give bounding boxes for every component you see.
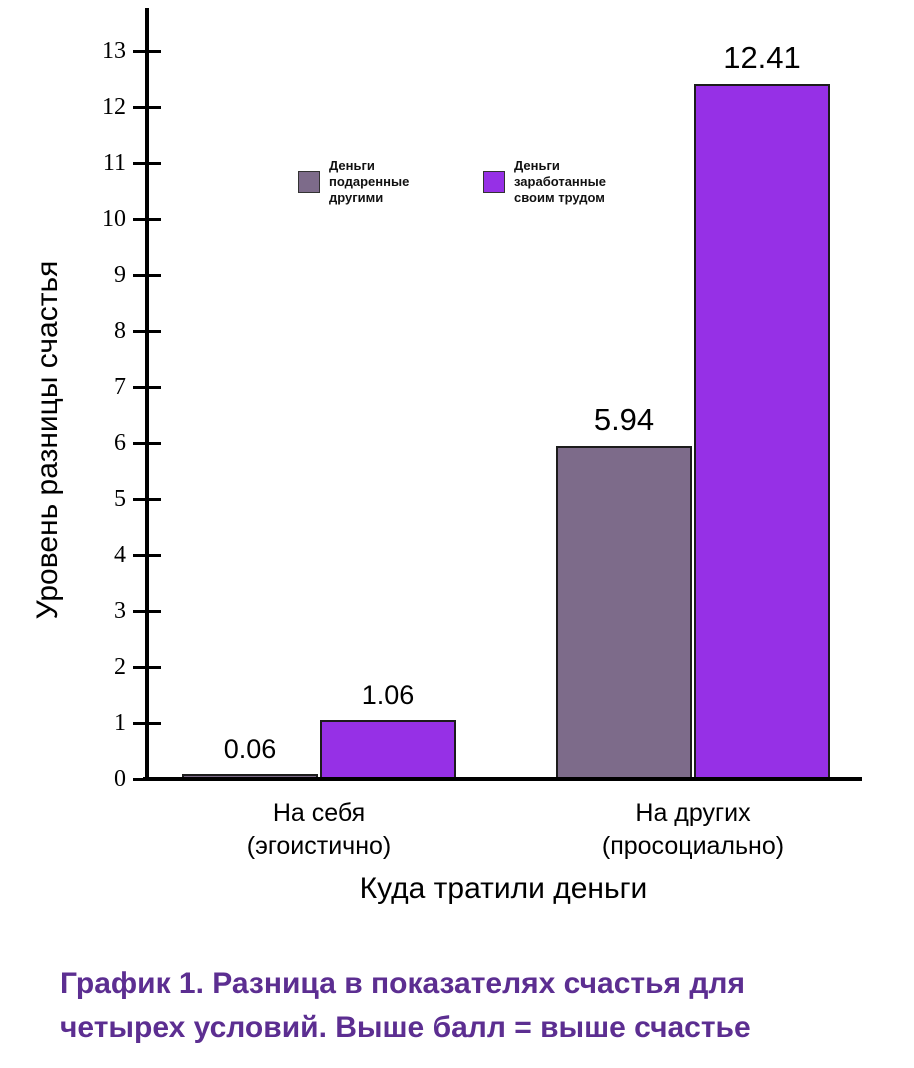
legend-label-earned-money: Деньги заработанные своим трудом — [514, 158, 606, 205]
y-tick-mark — [133, 610, 161, 613]
legend-item-earned-money: Деньги заработанные своим трудом — [483, 158, 632, 206]
figure-caption-line1: График 1. Разница в показателях счастья … — [60, 967, 745, 1000]
x-tick-label-self: На себя (эгоистично) — [169, 797, 469, 863]
legend: Деньги подаренные другими Деньги заработ… — [298, 158, 632, 206]
bar-value-label-money-earned-by-own-work-0: 1.06 — [361, 679, 415, 710]
y-tick-label: 12 — [102, 94, 126, 120]
bar-value-label-money-gifted-by-others-0: 0.06 — [223, 734, 277, 764]
y-tick-mark — [133, 778, 161, 781]
bar-money-earned-by-own-work-1 — [694, 84, 830, 779]
legend-label-gifted-money: Деньги подаренные другими — [329, 158, 410, 205]
y-tick-label: 10 — [102, 206, 126, 232]
y-tick-label: 7 — [114, 374, 126, 400]
y-tick-mark — [133, 666, 161, 669]
y-tick-label: 8 — [114, 318, 126, 344]
y-tick-mark — [133, 554, 161, 557]
y-tick-mark — [133, 50, 161, 53]
y-axis-line — [145, 8, 149, 781]
y-tick-mark — [133, 274, 161, 277]
x-axis-title: Куда тратили деньги — [359, 872, 648, 905]
y-tick-label: 2 — [114, 654, 126, 680]
y-tick-label: 6 — [114, 430, 126, 456]
y-tick-label: 0 — [114, 766, 126, 792]
y-tick-label: 9 — [114, 262, 126, 288]
legend-item-gifted-money: Деньги подаренные другими — [298, 158, 447, 206]
x-tick-others-line2: (просоциально) — [601, 832, 785, 860]
y-tick-mark — [133, 442, 161, 445]
y-tick-label: 5 — [114, 486, 126, 512]
x-tick-label-others: На других (просоциально) — [543, 797, 843, 863]
bar-money-gifted-by-others-1 — [556, 446, 692, 779]
bar-value-label-money-earned-by-own-work-1: 12.41 — [723, 40, 801, 76]
bar-money-earned-by-own-work-0 — [320, 719, 456, 779]
x-tick-self-line2: (эгоистично) — [246, 832, 392, 860]
bar-value-label-money-gifted-by-others-1: 5.94 — [593, 402, 655, 438]
y-tick-mark — [133, 162, 161, 165]
y-tick-mark — [133, 386, 161, 389]
y-tick-label: 3 — [114, 598, 126, 624]
y-tick-mark — [133, 218, 161, 221]
figure-caption: График 1. Разница в показателях счастья … — [60, 962, 751, 1050]
y-tick-mark — [133, 722, 161, 725]
legend-swatch-earned-money-icon — [483, 171, 505, 193]
y-tick-label: 1 — [114, 710, 126, 736]
y-tick-mark — [133, 498, 161, 501]
y-tick-mark — [133, 106, 161, 109]
x-tick-others-line1: На других — [635, 799, 751, 827]
y-tick-label: 4 — [114, 542, 126, 568]
y-tick-label: 13 — [102, 38, 126, 64]
y-tick-label: 11 — [102, 150, 126, 176]
figure-caption-line2: четырех условий. Выше балл = выше счасть… — [60, 1011, 751, 1044]
x-tick-self-line1: На себя — [272, 799, 366, 827]
x-axis-line — [143, 777, 862, 781]
legend-swatch-gifted-money-icon — [298, 171, 320, 193]
y-tick-mark — [133, 330, 161, 333]
